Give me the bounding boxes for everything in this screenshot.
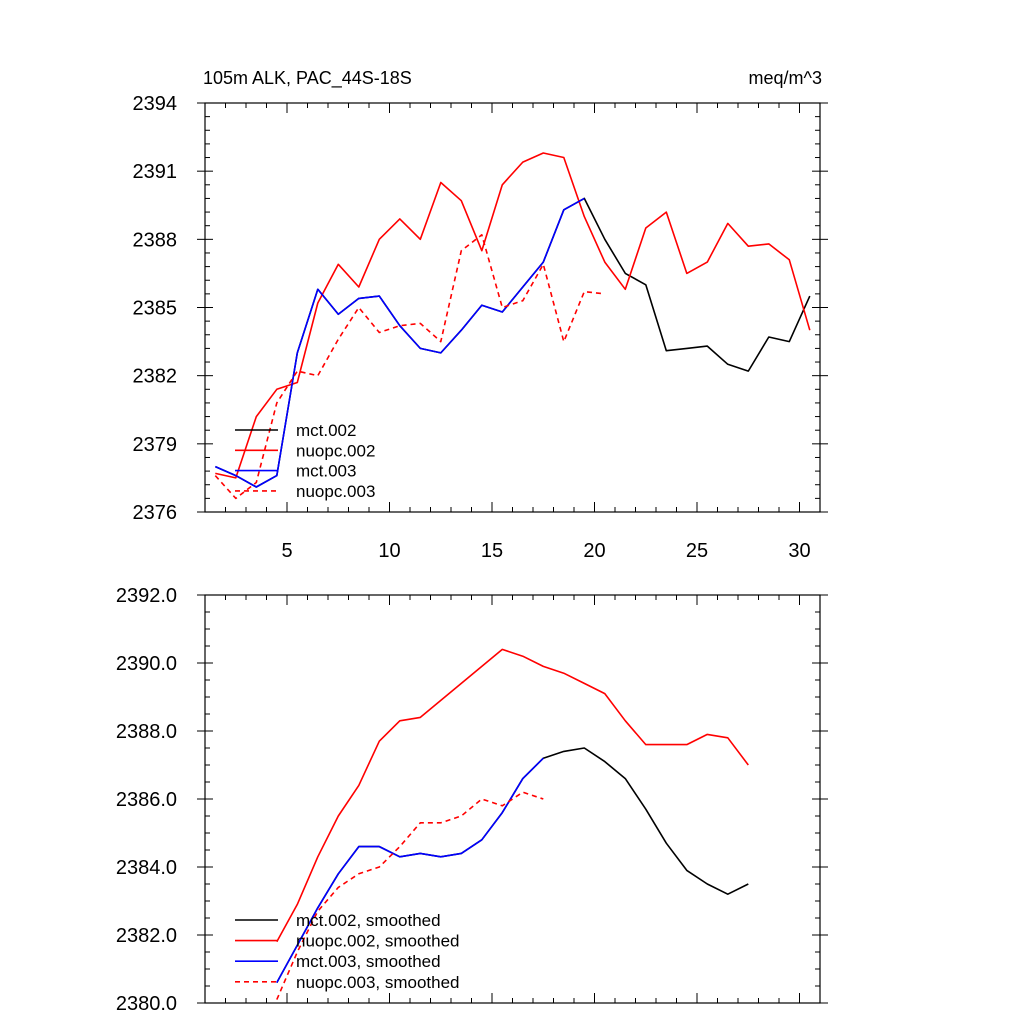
chart-bottom-legend-label: nuopc.003, smoothed [296,973,460,992]
chart-bottom-ytick-label: 2380.0 [116,993,177,1015]
chart-bottom-ytick-label: 2384.0 [116,857,177,879]
chart-top-panel: 105m ALK, PAC_44S-18S meq/m^3 5 10 15 20 25 3… [133,68,828,562]
chart-top-xtick-label: 20 [583,540,605,562]
chart-top-ytick-label: 2385 [133,298,178,320]
chart-top-ytick-label: 2388 [133,229,178,251]
chart-top-legend-label: mct.003 [296,462,356,481]
chart-top-legend-label: mct.002 [296,421,356,440]
chart-top-series-line-3 [214,234,605,500]
chart-top-legend-label: nuopc.003 [296,482,375,501]
chart-bottom-legend-label: mct.003, smoothed [296,952,441,971]
chart-top-ytick-label: 2382 [133,366,178,388]
chart-top-xtick-label: 15 [481,540,503,562]
chart-top-legend-label: nuopc.002 [296,441,375,460]
chart-bottom-ytick-label: 2386.0 [116,789,177,811]
chart-bottom-series-line-2 [276,757,544,983]
chart-bottom-ytick-label: 2382.0 [116,925,177,947]
chart-bottom-legend-label: mct.002, smoothed [296,911,441,930]
chart-bottom-ytick-label: 2388.0 [116,721,177,743]
chart-bottom-legend-label: nuopc.002, smoothed [296,932,460,951]
chart-bottom-series-line-1 [276,648,749,943]
chart-top-ytick-label: 2379 [133,434,178,456]
chart-top-xtick-label: 25 [686,540,708,562]
chart-top-xtick-label: 5 [281,540,292,562]
chart-bottom-panel: 2380.0 2382.0 2384.0 2386.0 2388.0 2390.0 2392… [116,585,828,1015]
chart-top-title-right: meq/m^3 [749,68,822,88]
chart-bottom-ytick-label: 2392.0 [116,585,177,607]
chart-bottom-series-line-3 [276,791,544,1000]
chart-top-xtick-label: 30 [788,540,810,562]
chart-top-ytick-label: 2376 [133,502,178,524]
chart-top-series-line-2 [214,197,585,488]
chart-top-xtick-label: 10 [378,540,400,562]
chart-top-series-line-1 [215,152,811,479]
chart-top-ytick-label: 2394 [133,93,178,115]
chart-bottom-ytick-label: 2390.0 [116,653,177,675]
chart-top-ytick-label: 2391 [133,161,178,183]
chart-top-title-left: 105m ALK, PAC_44S-18S [203,68,412,89]
